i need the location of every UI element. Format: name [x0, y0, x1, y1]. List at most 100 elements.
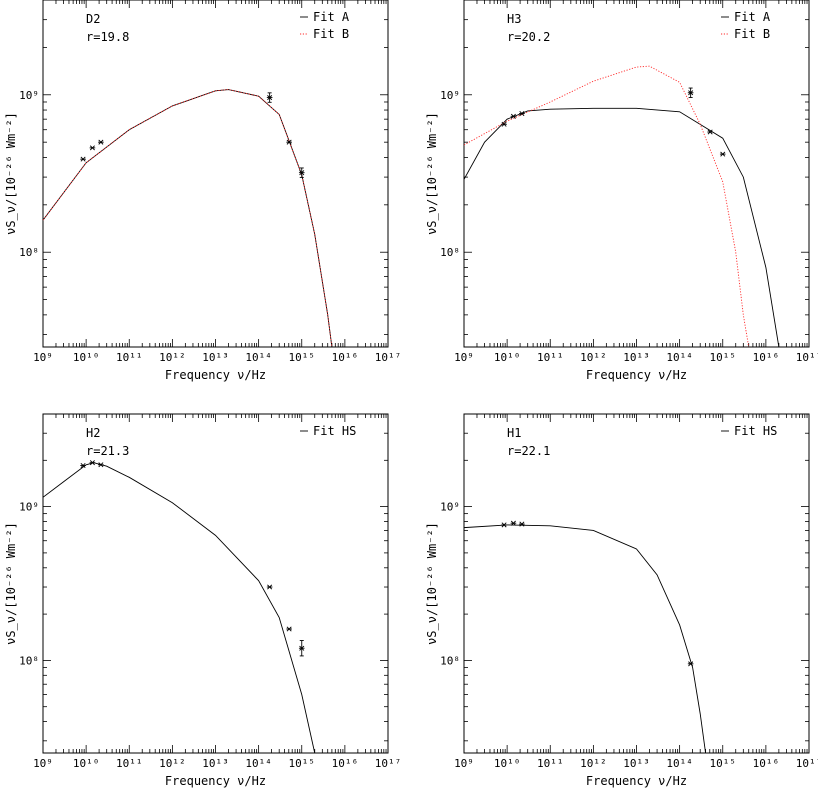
panel-id-label: H1	[507, 426, 521, 440]
x-tick-label: 10¹⁷	[796, 757, 818, 770]
y-tick-label: 10⁹	[440, 501, 460, 514]
data-point	[80, 462, 86, 469]
data-point	[286, 626, 292, 632]
chart-panel-d2: 10⁹ 10¹⁰ 10¹¹ 10¹² 10¹³ 10¹⁴ 10¹⁵ 10¹⁶ 10¹⁷ 10⁸ 10…	[4, 0, 401, 382]
x-tick-label: 10¹⁰	[494, 351, 521, 364]
series-group	[43, 462, 316, 753]
x-tick-label: 10¹⁴	[245, 757, 272, 770]
series-line-fit-hs	[464, 524, 707, 753]
x-tick-label: 10¹⁵	[710, 757, 737, 770]
x-tick-label: 10¹⁴	[245, 351, 272, 364]
data-point	[510, 520, 517, 526]
data-point	[501, 522, 507, 528]
legend-label: Fit B	[313, 27, 349, 41]
series-group	[464, 524, 707, 753]
x-tick-label: 10¹⁶	[753, 757, 780, 770]
series-line-fit-a	[43, 89, 333, 347]
legend-label: Fit A	[734, 10, 771, 24]
data-point	[286, 139, 292, 145]
x-tick-label: 10⁹	[33, 757, 53, 770]
series-group	[464, 65, 780, 347]
data-point	[266, 92, 273, 103]
x-tick-label: 10¹³	[202, 351, 229, 364]
x-tick-label: 10¹²	[159, 351, 186, 364]
x-tick-label: 10¹²	[580, 757, 607, 770]
chart-panel-h2: 10⁹ 10¹⁰ 10¹¹ 10¹² 10¹³ 10¹⁴ 10¹⁵ 10¹⁶ 10¹⁷ 10⁸ 10…	[4, 413, 402, 788]
data-point	[719, 151, 726, 157]
x-tick-label: 10¹⁶	[753, 351, 780, 364]
data-point	[266, 584, 273, 590]
data-point	[80, 156, 86, 162]
panel-r-label: r=21.3	[86, 444, 129, 458]
x-tick-label: 10¹⁵	[289, 757, 316, 770]
chart-panel-h1: 10⁹ 10¹⁰ 10¹¹ 10¹² 10¹³ 10¹⁴ 10¹⁵ 10¹⁶ 10¹⁷ 10⁸ 10…	[425, 413, 818, 788]
y-tick-label: 10⁹	[440, 89, 460, 102]
x-tick-label: 10¹¹	[116, 351, 143, 364]
y-tick-label: 10⁸	[19, 654, 39, 667]
y-axis-label: νS_ν/[10⁻²⁶ Wm⁻²]	[425, 522, 439, 645]
y-tick-label: 10⁸	[440, 654, 460, 667]
data-point	[510, 113, 517, 119]
panel-r-label: r=19.8	[86, 30, 129, 44]
legend-label: Fit B	[734, 27, 770, 41]
x-tick-label: 10¹⁰	[73, 757, 100, 770]
x-tick-label: 10¹³	[623, 757, 650, 770]
data-point	[298, 167, 305, 178]
x-tick-label: 10¹³	[623, 351, 650, 364]
x-tick-label: 10¹¹	[116, 757, 143, 770]
x-tick-label: 10¹⁷	[796, 351, 818, 364]
data-point	[519, 521, 525, 527]
x-tick-label: 10⁹	[454, 757, 474, 770]
plot-frame	[463, 0, 810, 348]
x-tick-label: 10¹⁰	[494, 757, 521, 770]
plot-frame	[42, 0, 389, 348]
data-point	[98, 139, 104, 145]
y-tick-label: 10⁸	[19, 246, 39, 259]
x-tick-label: 10¹¹	[537, 757, 564, 770]
plot-frame	[463, 413, 810, 754]
x-tick-label: 10¹²	[580, 351, 607, 364]
panel-r-label: r=22.1	[507, 444, 550, 458]
series-line-fit-b	[43, 89, 333, 347]
x-tick-label: 10¹⁷	[375, 757, 402, 770]
y-tick-label: 10⁸	[440, 246, 460, 259]
series-line-fit-hs	[43, 462, 316, 753]
series-group	[43, 89, 333, 347]
y-tick-label: 10⁹	[19, 501, 39, 514]
legend-label: Fit HS	[734, 424, 777, 438]
panel-id-label: D2	[86, 12, 100, 26]
data-point	[89, 145, 96, 151]
x-tick-label: 10¹³	[202, 757, 229, 770]
chart-panel-h3: 10⁹ 10¹⁰ 10¹¹ 10¹² 10¹³ 10¹⁴ 10¹⁵ 10¹⁶ 10¹⁷ 10⁸ 10…	[425, 0, 818, 382]
plot-frame	[42, 413, 389, 754]
data-point	[298, 640, 305, 657]
legend-label: Fit A	[313, 10, 350, 24]
x-axis-label: Frequency ν/Hz	[165, 774, 266, 788]
x-tick-label: 10⁹	[33, 351, 53, 364]
data-point	[519, 111, 525, 117]
x-tick-label: 10¹⁷	[375, 351, 402, 364]
data-point	[707, 129, 713, 135]
x-tick-label: 10¹⁵	[289, 351, 316, 364]
y-axis-label: νS_ν/[10⁻²⁶ Wm⁻²]	[4, 112, 18, 235]
y-axis-label: νS_ν/[10⁻²⁶ Wm⁻²]	[4, 522, 18, 645]
y-tick-label: 10⁹	[19, 89, 39, 102]
x-tick-label: 10¹²	[159, 757, 186, 770]
x-tick-label: 10¹⁰	[73, 351, 100, 364]
x-axis-label: Frequency ν/Hz	[586, 774, 687, 788]
data-point	[89, 460, 96, 466]
x-tick-label: 10¹⁶	[332, 351, 359, 364]
panel-id-label: H2	[86, 426, 100, 440]
x-axis-label: Frequency ν/Hz	[586, 368, 687, 382]
data-point	[501, 121, 507, 127]
x-tick-label: 10¹⁵	[710, 351, 737, 364]
x-tick-label: 10⁹	[454, 351, 474, 364]
x-tick-label: 10¹¹	[537, 351, 564, 364]
y-axis-label: νS_ν/[10⁻²⁶ Wm⁻²]	[425, 112, 439, 235]
x-tick-label: 10¹⁶	[332, 757, 359, 770]
x-tick-label: 10¹⁴	[666, 757, 693, 770]
x-tick-label: 10¹⁴	[666, 351, 693, 364]
x-axis-label: Frequency ν/Hz	[165, 368, 266, 382]
data-point	[687, 661, 694, 667]
